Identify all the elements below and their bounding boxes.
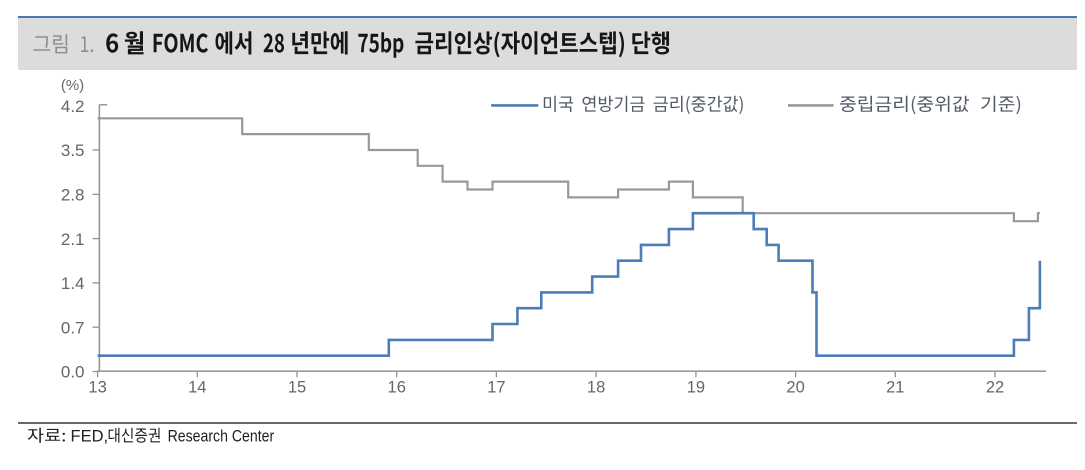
svg-text:19: 19: [687, 379, 705, 397]
svg-text:1.4: 1.4: [61, 274, 85, 293]
svg-text:4.2: 4.2: [61, 97, 85, 116]
svg-text:0.0: 0.0: [61, 363, 85, 382]
svg-text:Research Center: Research Center: [168, 427, 275, 445]
svg-text:20: 20: [786, 379, 804, 397]
svg-text:13: 13: [88, 379, 106, 397]
svg-text:22: 22: [986, 379, 1004, 397]
svg-text:16: 16: [388, 379, 406, 397]
svg-text:FED,: FED,: [71, 427, 109, 445]
svg-text:17: 17: [487, 379, 505, 397]
svg-text:14: 14: [188, 379, 206, 397]
svg-text:0.7: 0.7: [61, 318, 85, 337]
svg-text:21: 21: [886, 379, 904, 397]
svg-text:2.8: 2.8: [61, 186, 85, 205]
svg-text:2.1: 2.1: [61, 230, 85, 249]
svg-text:(%): (%): [61, 77, 84, 94]
svg-text:3.5: 3.5: [61, 141, 85, 160]
svg-text:15: 15: [288, 379, 306, 397]
svg-text:18: 18: [587, 379, 605, 397]
